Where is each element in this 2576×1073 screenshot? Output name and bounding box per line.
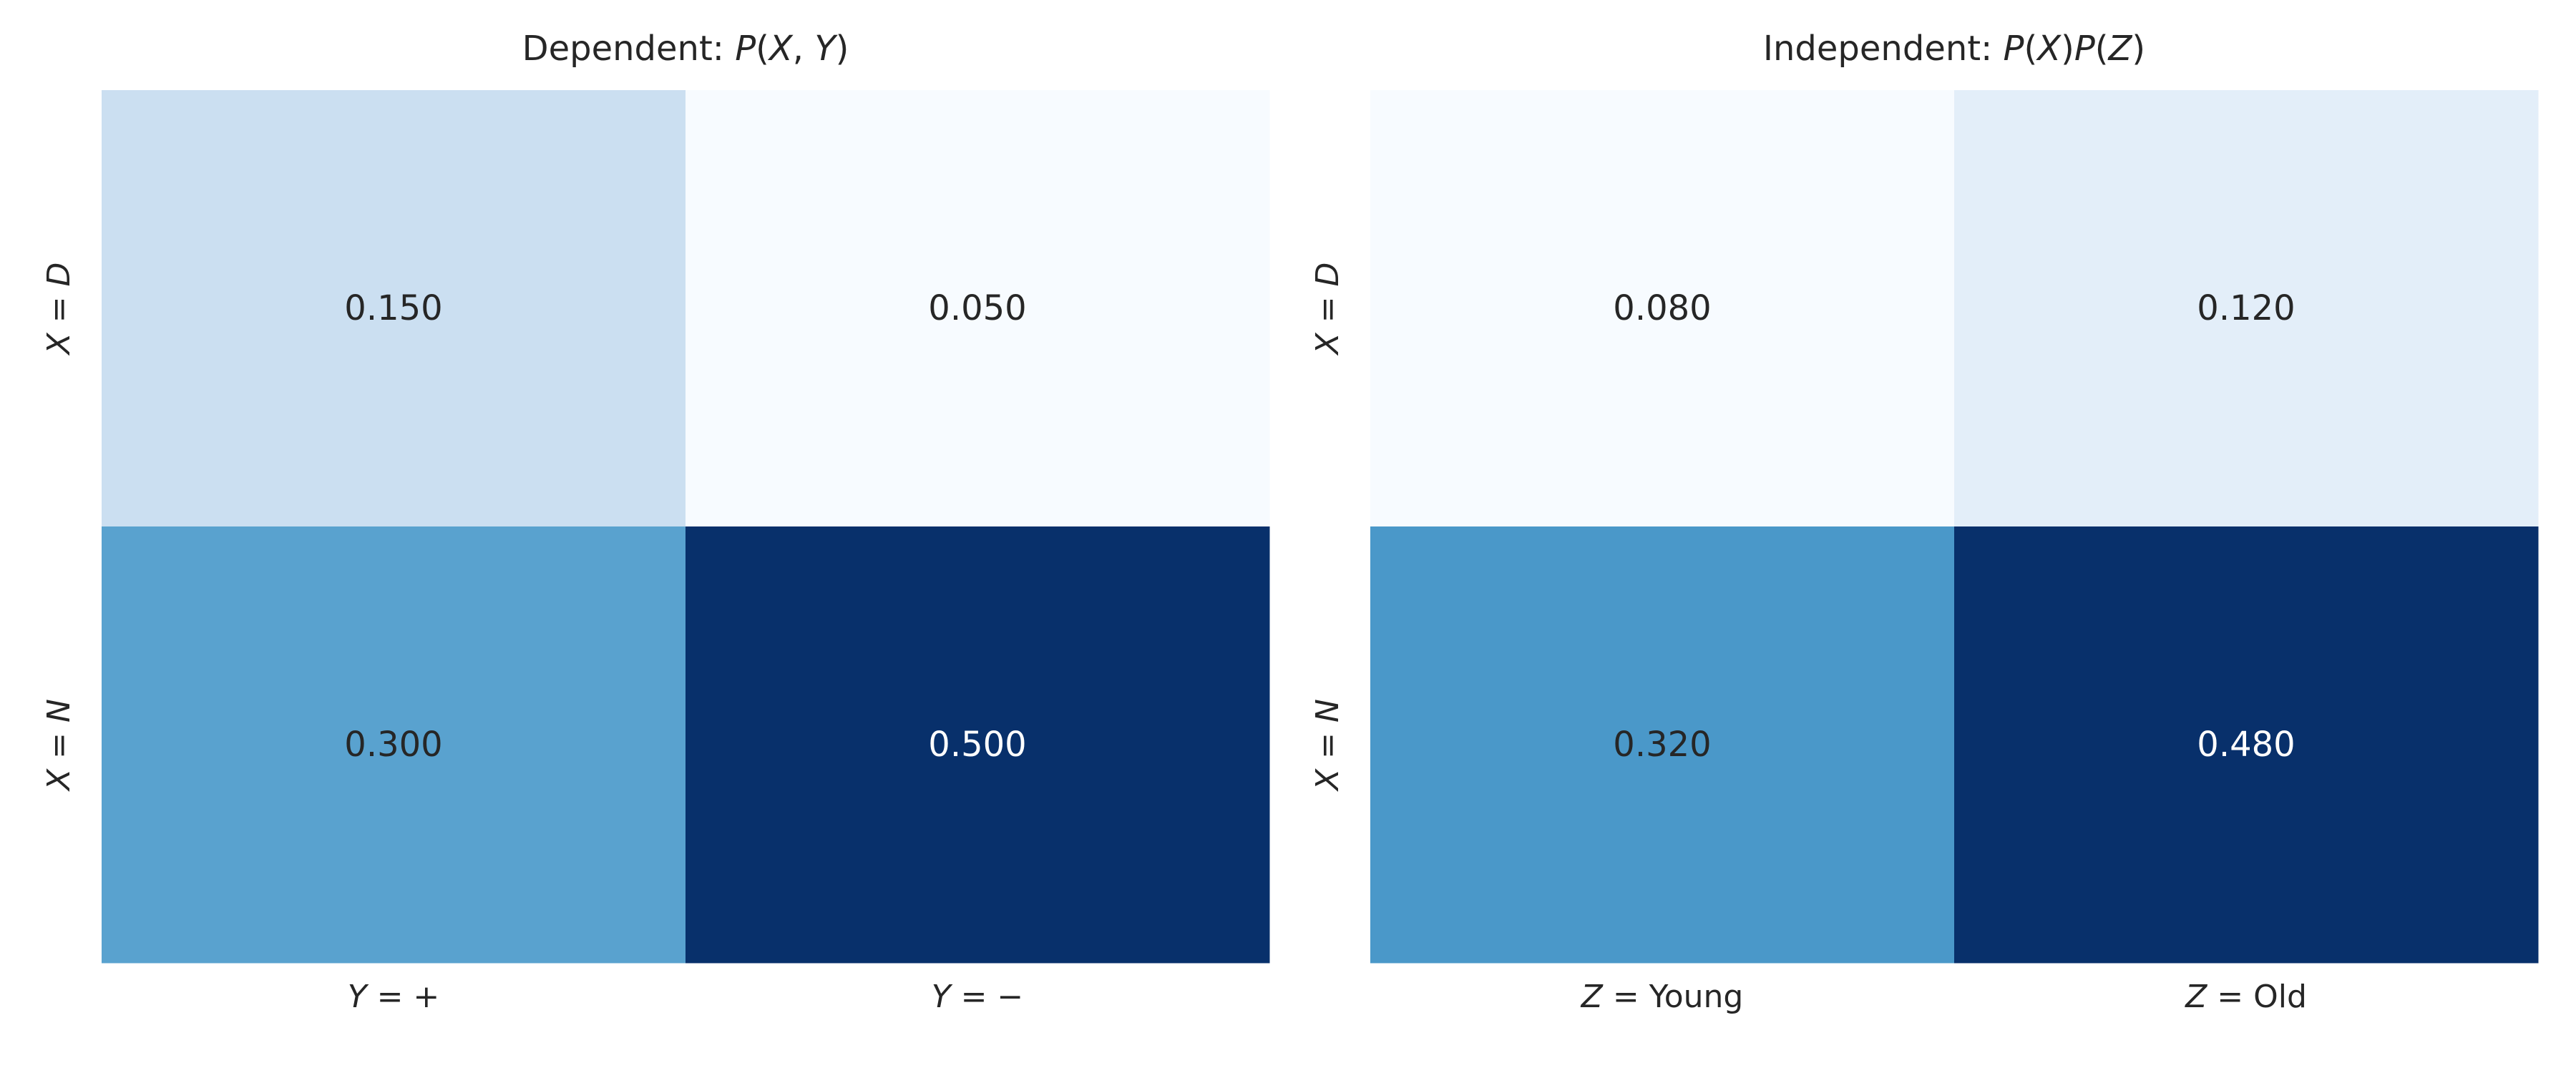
heatmap-cell-r2-c1 [1370,526,1955,964]
y-tick-label-2: X = N [1309,699,1346,792]
y-tick-label-2: X = N [41,699,77,792]
heatmap-panel-1: 0.150 0.050 0.300 0.500 Dependent: P(X, Y) Y … [41,29,1270,1015]
heatmap-cell-r1-c1 [1370,90,1955,527]
cell-value-r1-c1: 0.150 [344,288,442,328]
cell-value-r2-c2: 0.480 [2197,725,2295,765]
x-tick-label-1: Z = Young [1581,979,1744,1015]
chart-title-1: Dependent: P(X, Y) [522,29,849,69]
heatmap-cell-r2-c2 [686,526,1270,964]
y-tick-label-1: X = D [1309,263,1346,356]
heatmap-cell-r1-c2 [1954,90,2539,527]
heatmap-panel-2: 0.080 0.120 0.320 0.480 Independent: P(X)P(Z… [1309,29,2539,1015]
y-tick-label-1: X = D [41,263,77,356]
heatmap-cell-r2-c1 [102,526,686,964]
heatmap-cell-r1-c1 [102,90,686,527]
cell-value-r2-c2: 0.500 [928,725,1026,765]
cell-value-r2-c1: 0.300 [344,725,442,765]
chart-title-2: Independent: P(X)P(Z) [1763,29,2145,69]
heatmap-cell-r1-c2 [686,90,1270,527]
x-tick-label-1: Y = + [348,979,440,1015]
cell-value-r1-c1: 0.080 [1613,288,1711,328]
x-tick-label-2: Z = Old [2185,979,2307,1015]
cell-value-r1-c2: 0.050 [928,288,1026,328]
heatmap-cell-r2-c2 [1954,526,2539,964]
cell-value-r2-c1: 0.320 [1613,725,1711,765]
cell-value-r1-c2: 0.120 [2197,288,2295,328]
x-tick-label-2: Y = − [932,979,1024,1015]
